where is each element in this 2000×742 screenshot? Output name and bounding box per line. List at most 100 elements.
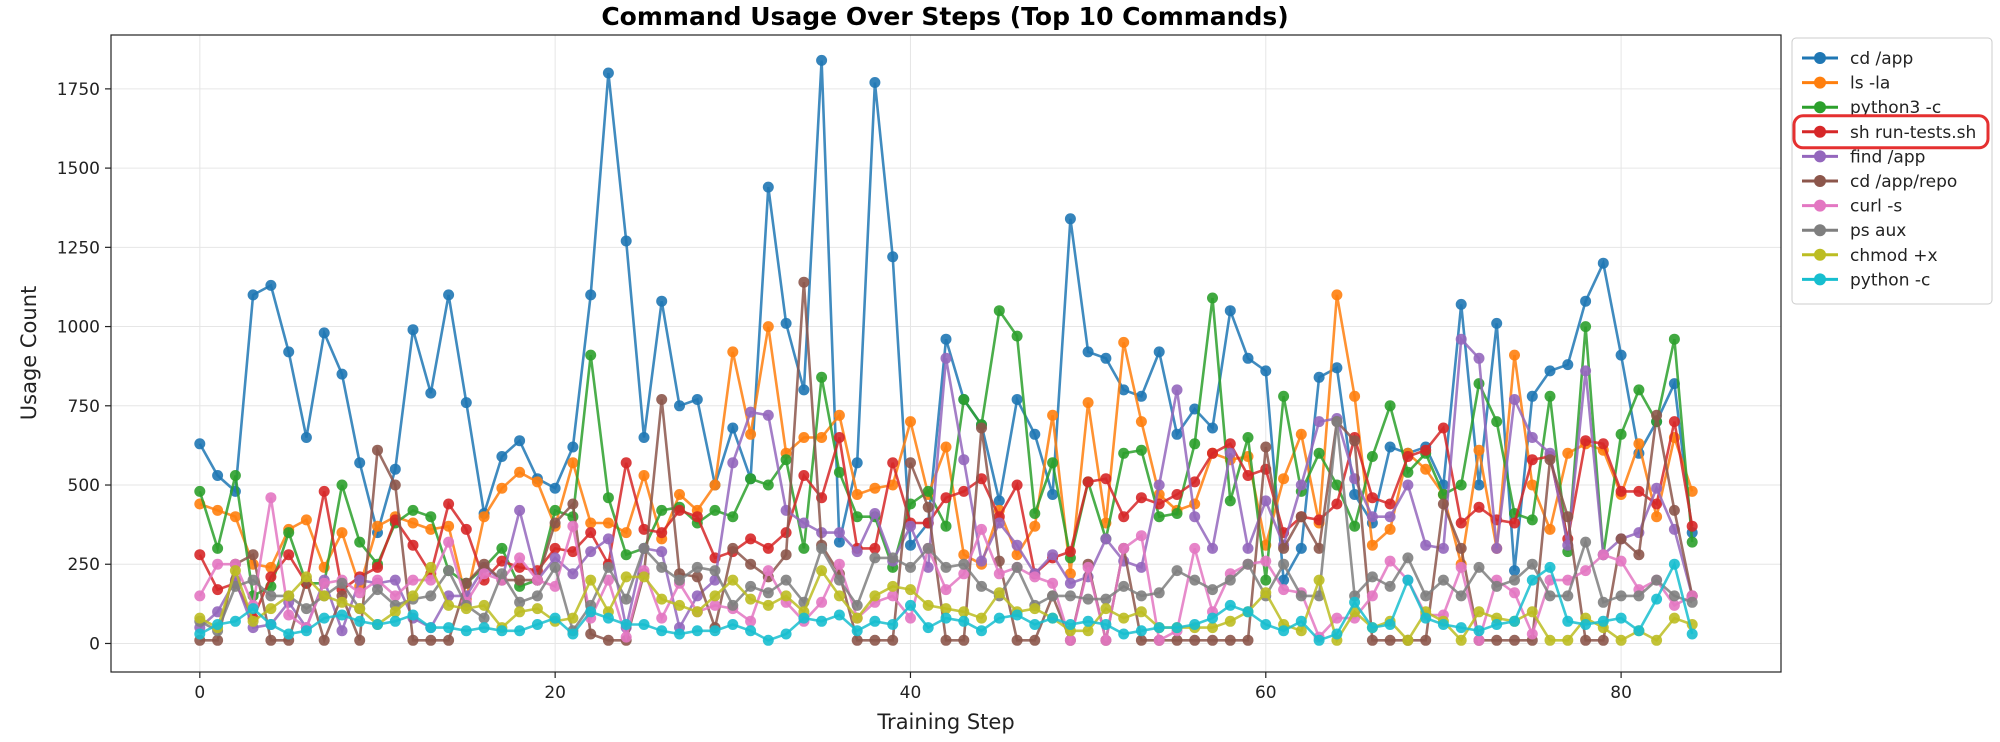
data-point [798, 612, 810, 624]
data-point [496, 555, 508, 567]
data-point [922, 561, 934, 573]
data-point [407, 517, 419, 529]
data-point [1349, 596, 1361, 608]
data-point [1615, 612, 1627, 624]
data-point [869, 77, 881, 88]
data-point [425, 561, 437, 573]
data-point [1455, 517, 1467, 529]
data-point [212, 470, 224, 481]
data-point [905, 520, 916, 532]
data-point [1135, 530, 1147, 542]
plot-frame [110, 34, 1782, 673]
data-point [1224, 438, 1236, 450]
data-point [1171, 634, 1183, 646]
data-point [1100, 619, 1112, 630]
data-point [1633, 485, 1645, 497]
data-point [1118, 542, 1130, 554]
data-point [691, 394, 703, 405]
data-point [1366, 539, 1378, 551]
legend-swatch-marker [1814, 175, 1826, 187]
data-point [922, 542, 934, 554]
data-point [1562, 359, 1574, 371]
data-point [816, 615, 828, 627]
data-point [1295, 590, 1307, 602]
data-point [922, 501, 934, 513]
data-point [514, 435, 526, 447]
data-point [762, 565, 774, 577]
data-point [318, 612, 330, 624]
data-point [905, 612, 916, 624]
data-point [1686, 628, 1698, 640]
data-point [265, 571, 277, 583]
data-point [318, 634, 330, 646]
data-point [1473, 561, 1485, 573]
data-point [585, 527, 597, 539]
data-point [1313, 634, 1325, 646]
legend-swatch-marker [1814, 101, 1826, 114]
data-point [1402, 574, 1414, 586]
data-point [389, 574, 401, 586]
data-point [709, 504, 721, 516]
data-point [1633, 384, 1645, 396]
data-point [940, 612, 952, 624]
plot-area [194, 54, 1698, 646]
data-point [638, 571, 650, 583]
data-point [1207, 634, 1218, 646]
series-9 [194, 558, 1698, 646]
data-point [851, 599, 863, 611]
data-point [1633, 590, 1645, 602]
data-point [1420, 590, 1432, 602]
data-point [851, 634, 863, 646]
legend-item: find /app [1802, 147, 1925, 167]
data-point [745, 406, 757, 418]
data-point [1207, 422, 1218, 434]
data-point [336, 577, 348, 589]
data-point [336, 527, 348, 539]
data-point [851, 511, 863, 523]
data-point [762, 409, 774, 421]
data-point [745, 625, 757, 637]
data-point [1366, 492, 1378, 504]
legend-swatch-marker [1814, 224, 1826, 237]
data-point [602, 517, 614, 529]
data-point [389, 615, 401, 627]
data-point [940, 352, 952, 364]
data-point [656, 394, 668, 405]
data-point [567, 628, 579, 640]
data-point [1100, 352, 1112, 364]
data-point [585, 349, 597, 361]
data-point [1686, 520, 1698, 532]
data-point [1580, 536, 1592, 548]
data-point [478, 599, 490, 611]
data-point [1526, 628, 1538, 640]
data-point [1171, 622, 1183, 634]
data-point [905, 416, 916, 428]
data-point [691, 511, 703, 523]
data-point [940, 634, 952, 646]
data-point [745, 558, 757, 570]
data-point [1509, 394, 1520, 405]
data-point [674, 400, 685, 412]
data-point [1491, 619, 1503, 630]
data-point [1171, 489, 1183, 500]
data-point [1224, 615, 1236, 627]
data-point [567, 568, 579, 580]
data-point [1331, 362, 1343, 374]
data-point [389, 463, 401, 475]
data-point [798, 276, 810, 288]
data-point [1278, 584, 1290, 596]
data-point [1651, 498, 1663, 510]
data-point [1668, 599, 1680, 611]
data-point [762, 321, 774, 333]
data-point [1260, 365, 1272, 377]
data-point [496, 542, 508, 554]
data-point [1100, 473, 1112, 485]
data-point [1278, 542, 1290, 554]
data-point [709, 479, 721, 491]
y-tick-label: 1250 [57, 238, 100, 258]
data-point [1118, 612, 1130, 624]
data-point [1242, 634, 1254, 646]
data-point [283, 590, 295, 602]
data-point [833, 432, 845, 443]
legend-label: python3 -c [1850, 98, 1941, 118]
